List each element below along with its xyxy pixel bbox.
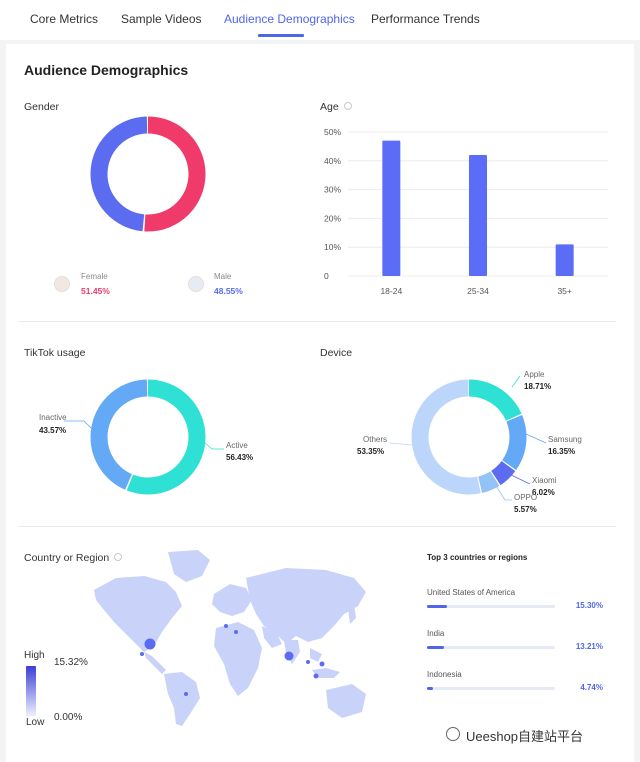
heat-low-value: 0.00% <box>54 712 83 723</box>
age-y-tick-label: 20% <box>324 213 341 223</box>
active-label: Active <box>226 441 248 450</box>
wechat-logo-icon <box>446 727 460 741</box>
gender-donut-chart <box>90 116 206 232</box>
age-y-tick-label: 30% <box>324 185 341 195</box>
age-x-tick-label: 35+ <box>557 286 571 296</box>
others-label: Others <box>363 435 388 444</box>
age-y-tick-label: 50% <box>324 127 341 137</box>
oppo-label: OPPO <box>514 493 538 502</box>
tab-audience-demographics[interactable]: Audience Demographics <box>224 12 355 26</box>
tab-sample-videos[interactable]: Sample Videos <box>121 12 202 26</box>
samsung-label: Samsung <box>548 435 582 444</box>
top3-progress-fill <box>427 605 447 608</box>
donut-slice-female[interactable] <box>90 116 206 232</box>
country-title-text: Country or Region <box>24 552 110 564</box>
tiktok-usage-title: TikTok usage <box>24 347 86 359</box>
top3-progress-fill <box>427 687 434 690</box>
age-x-tick-label: 25-34 <box>467 286 489 296</box>
top3-country-name: United States of America <box>427 588 516 597</box>
top3-progress-track <box>427 605 555 608</box>
heat-scale-bar <box>26 666 36 716</box>
section-divider <box>18 321 616 322</box>
age-y-tick-label: 10% <box>324 242 341 252</box>
age-bar-25-34[interactable] <box>469 155 487 276</box>
tiktok-usage-donut-chart <box>90 379 206 495</box>
gender-title: Gender <box>24 101 60 113</box>
heat-high-value: 15.32% <box>54 657 88 668</box>
top3-progress-track <box>427 687 555 690</box>
top3-row: Indonesia 4.74% <box>427 670 603 700</box>
age-title-text: Age <box>320 101 339 113</box>
donut-slice-male[interactable] <box>90 116 206 232</box>
donut-slice-active[interactable] <box>90 379 206 495</box>
section-divider-2 <box>18 526 616 527</box>
tab-core-metrics[interactable]: Core Metrics <box>30 12 99 26</box>
world-map <box>94 550 366 726</box>
female-avatar-icon <box>54 276 70 292</box>
active-value: 56.43% <box>226 453 254 462</box>
top3-title: Top 3 countries or regions <box>427 553 528 562</box>
top3-progress-fill <box>427 646 445 649</box>
xiaomi-value: 6.02% <box>532 488 555 497</box>
age-bar-18-24[interactable] <box>382 140 401 276</box>
heat-high-label: High <box>24 650 45 661</box>
card-title: Audience Demographics <box>24 62 189 78</box>
others-value: 53.35% <box>357 447 385 456</box>
age-bar-35+[interactable] <box>555 244 574 276</box>
donut-slice-others[interactable] <box>411 379 527 495</box>
age-y-tick-label: 40% <box>324 156 341 166</box>
oppo-value: 5.57% <box>514 505 537 514</box>
samsung-value: 16.35% <box>548 447 576 456</box>
top3-progress-track <box>427 646 555 649</box>
age-y-tick-label: 0 <box>324 271 329 281</box>
info-icon[interactable] <box>343 102 352 111</box>
top3-row: United States of America 15.30% <box>427 588 603 618</box>
active-tab-indicator <box>258 34 304 37</box>
top3-percent: 13.21% <box>575 642 603 651</box>
age-x-tick-label: 18-24 <box>380 286 402 296</box>
apple-value: 18.71% <box>524 382 552 391</box>
country-title: Country or Region <box>24 552 123 564</box>
tab-performance-trends[interactable]: Performance Trends <box>371 12 480 26</box>
age-title: Age <box>320 101 352 113</box>
donut-slice-inactive[interactable] <box>90 379 206 495</box>
donut-slice-samsung[interactable] <box>411 379 527 495</box>
male-avatar-icon <box>188 276 204 292</box>
female-value: 51.45% <box>81 286 110 296</box>
inactive-value: 43.57% <box>39 426 67 435</box>
male-label: Male <box>214 272 232 281</box>
donut-slice-apple[interactable] <box>411 379 527 495</box>
top3-percent: 15.30% <box>575 601 603 610</box>
male-value: 48.55% <box>214 286 243 296</box>
top3-row: India 13.21% <box>427 629 603 659</box>
top3-percent: 4.74% <box>580 683 603 692</box>
inactive-label: Inactive <box>39 413 67 422</box>
heat-low-label: Low <box>26 717 45 728</box>
apple-label: Apple <box>524 370 545 379</box>
device-title: Device <box>320 347 353 359</box>
age-bar-chart: 50% 40% 30% 20% 10% 0 18-24 25-34 35+ <box>324 127 608 296</box>
top3-country-name: India <box>427 629 445 638</box>
tab-bar: Core Metrics Sample Videos Audience Demo… <box>0 0 640 40</box>
info-icon[interactable] <box>114 553 123 562</box>
device-donut-chart <box>411 379 527 495</box>
xiaomi-label: Xiaomi <box>532 476 557 485</box>
female-label: Female <box>81 272 108 281</box>
top3-country-name: Indonesia <box>427 670 462 679</box>
watermark-text: Ueeshop自建站平台 <box>466 729 584 744</box>
